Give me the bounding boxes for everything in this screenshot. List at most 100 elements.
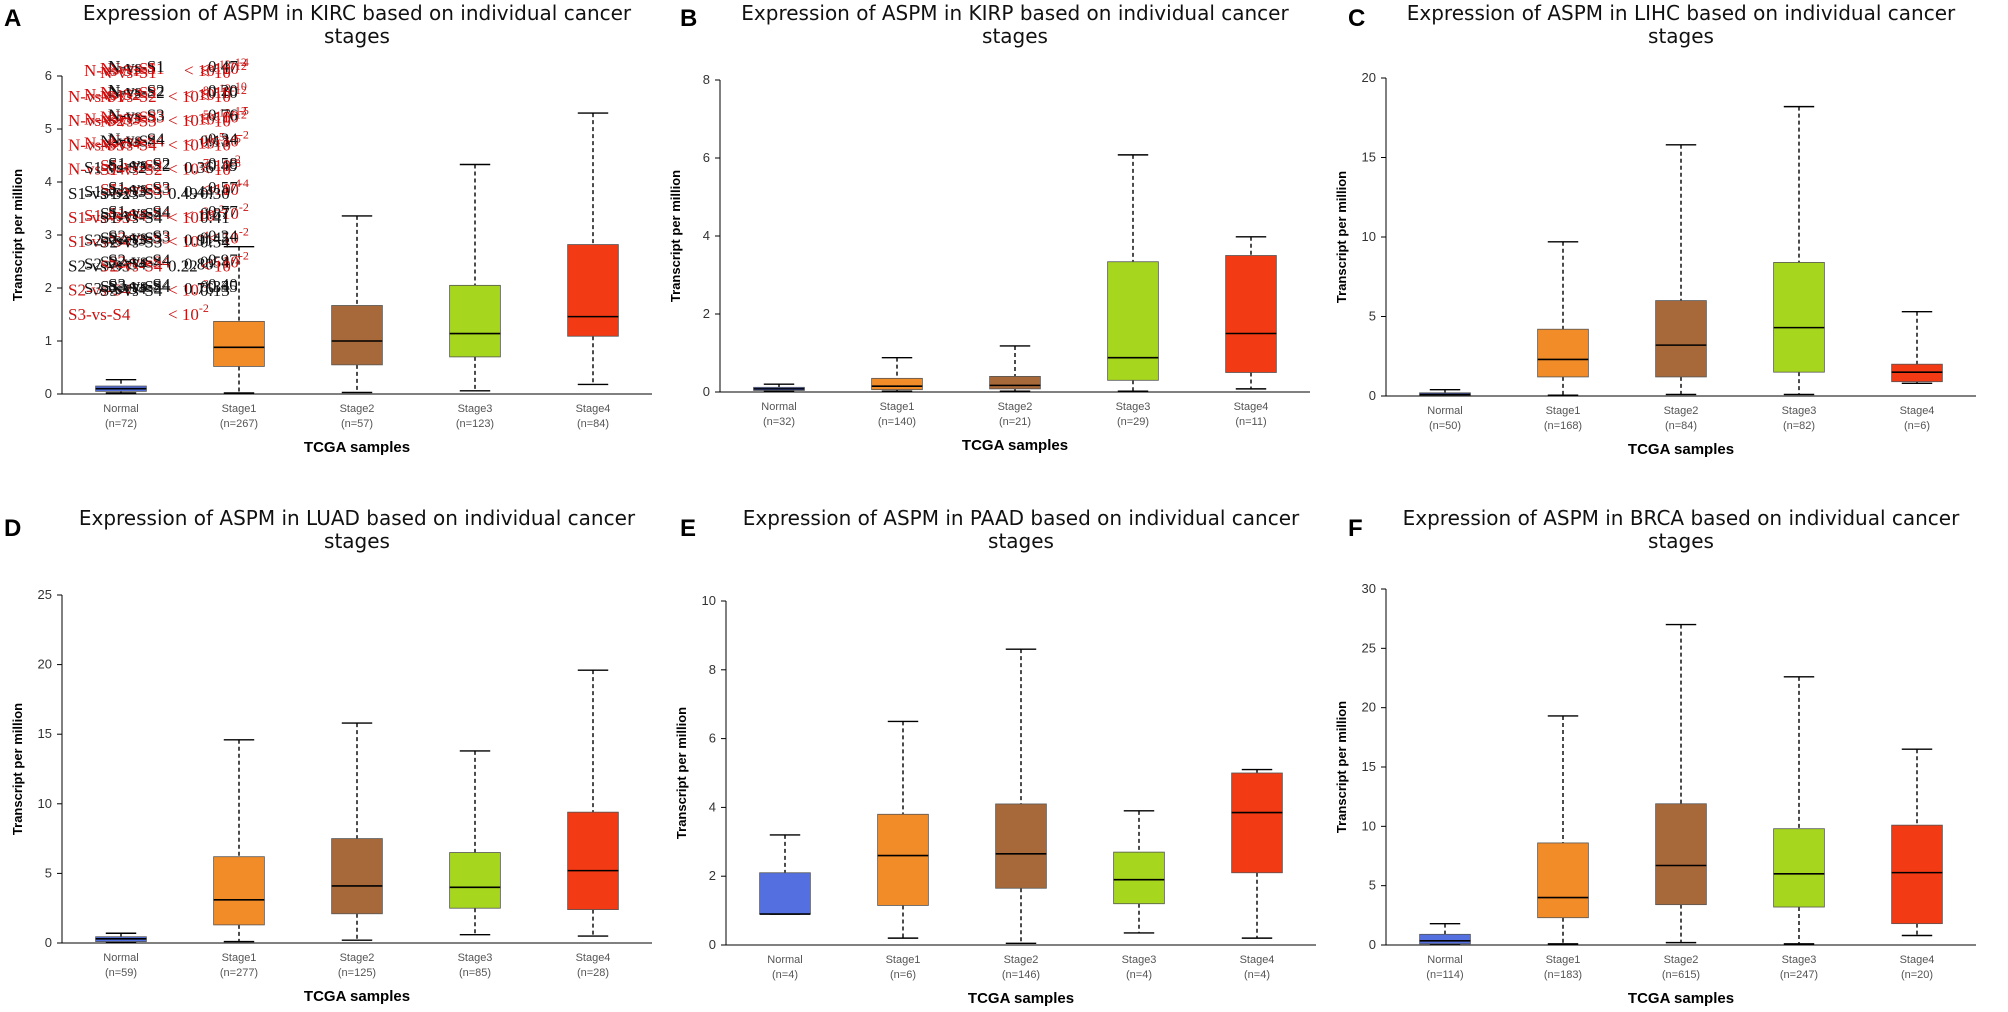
y-tick-label: 15 <box>1362 759 1376 774</box>
box-normal <box>759 834 811 915</box>
pvalue-value: < 10-2 <box>208 200 249 223</box>
y-tick-label: 25 <box>38 587 52 602</box>
box-stage1 <box>1537 715 1589 945</box>
y-tick-label: 2 <box>703 306 710 321</box>
y-tick-label: 2 <box>45 280 52 295</box>
x-category-count: (n=11) <box>1235 416 1266 428</box>
box-body <box>1773 262 1825 373</box>
x-axis-label: TCGA samples <box>1628 990 1734 1007</box>
box-normal <box>95 378 147 394</box>
pvalue-value: 0.87 <box>200 204 230 223</box>
pvalue-label: S2-vs-S3 <box>84 230 146 249</box>
x-category-count: (n=72) <box>105 418 137 430</box>
x-category-count: (n=125) <box>338 967 376 979</box>
x-category-count: (n=267) <box>220 418 258 430</box>
x-category-count: (n=277) <box>220 967 258 979</box>
chart-title-line: stages <box>982 24 1048 48</box>
chart-title-line: stages <box>1648 24 1714 48</box>
panel-letter: B <box>680 5 697 32</box>
x-category-count: (n=20) <box>1901 969 1933 981</box>
y-tick-label: 0 <box>45 386 52 401</box>
pvalue-value: 0.34 <box>208 130 238 149</box>
pvalue-label: N-vs-S4 <box>100 132 157 151</box>
y-tick-label: 5 <box>1369 309 1376 324</box>
panel-letter: C <box>1348 5 1365 32</box>
pvalue-value: 0.54 <box>200 253 230 272</box>
pvalue-label: S1-vs-S4 <box>100 204 163 223</box>
x-category-label: Normal <box>767 954 802 966</box>
box-body <box>449 284 501 358</box>
box-body <box>1891 824 1943 925</box>
pvalue-label: S1-vs-S2 <box>108 156 170 175</box>
chart-title-line: Expression of ASPM in LUAD based on indi… <box>79 506 636 530</box>
pvalue-value: < 10-2 <box>168 301 209 324</box>
box-stage2 <box>1655 623 1707 944</box>
x-category-count: (n=21) <box>999 416 1031 428</box>
pvalue-label: S1-vs-S3 <box>108 180 170 199</box>
y-tick-label: 6 <box>709 731 716 746</box>
pvalue-label: N-vs-S4 <box>108 130 165 149</box>
x-axis-label: TCGA samples <box>1628 441 1734 458</box>
y-tick-label: 2 <box>709 868 716 883</box>
pvalue-value: < 10-5 <box>200 132 241 155</box>
box-body <box>1419 933 1471 945</box>
x-category-count: (n=140) <box>878 416 916 428</box>
pvalue-value: 0.24 <box>208 226 238 245</box>
box-body <box>1225 255 1277 373</box>
pvalue-label: S2-vs-S4 <box>108 251 171 270</box>
pvalue-exponent: -12 <box>231 103 247 117</box>
x-category-count: (n=84) <box>1665 420 1697 432</box>
box-stage1 <box>213 739 265 943</box>
x-category-count: (n=84) <box>577 418 609 430</box>
x-category-label: Normal <box>103 403 138 415</box>
box-body <box>877 813 929 906</box>
pvalue-exponent: -11 <box>199 131 215 145</box>
y-tick-label: 15 <box>1362 150 1376 165</box>
pvalue-label: N-vs-S1 <box>108 57 165 76</box>
box-body <box>989 375 1041 390</box>
pvalue-label: S3-vs-S4 <box>108 275 171 294</box>
y-tick-label: 8 <box>703 72 710 87</box>
pvalue-value: 0.40 <box>208 275 238 294</box>
panel-letter: E <box>680 515 696 542</box>
pvalue-value: 0.36 <box>184 158 214 177</box>
box-stage3 <box>449 163 501 392</box>
y-tick-label: 6 <box>703 150 710 165</box>
x-category-count: (n=32) <box>763 416 795 428</box>
x-category-label: Stage2 <box>1004 954 1039 966</box>
pvalue-label: S1-vs-S3 <box>108 178 170 197</box>
pvalue-value: 0.13 <box>200 132 230 151</box>
pvalue-value: < 10-8 <box>168 83 209 106</box>
pvalue-exponent: -2 <box>215 202 225 216</box>
pvalue-label: N-vs-S3 <box>68 135 125 154</box>
x-category-label: Stage2 <box>1664 405 1699 417</box>
pvalue-label: N-vs-S4 <box>100 136 157 155</box>
box-stage4 <box>1231 768 1283 939</box>
y-axis-label: Transcript per million <box>10 703 25 835</box>
pvalue-label: S1-vs-S4 <box>84 206 147 225</box>
pvalue-label: N-vs-S3 <box>84 109 141 128</box>
x-category-count: (n=4) <box>772 969 798 981</box>
x-category-label: Normal <box>1427 954 1462 966</box>
box-normal <box>1419 922 1471 946</box>
pvalue-value: 0.80 <box>184 255 214 274</box>
pvalue-value: < 10-5 <box>168 107 209 130</box>
x-axis-label: TCGA samples <box>968 990 1074 1007</box>
x-category-count: (n=183) <box>1544 969 1582 981</box>
pvalue-label: S1-vs-S2 <box>100 160 162 179</box>
chart-title-line: stages <box>324 529 390 553</box>
box-stage2 <box>331 722 383 941</box>
x-category-label: Normal <box>103 952 138 964</box>
y-tick-label: 3 <box>45 227 52 242</box>
chart-panel-a: A Expression of ASPM in KIRC based on ind… <box>4 1 652 456</box>
pvalue-label: N-vs-S1 <box>84 61 141 80</box>
pvalue-label: S2-vs-S4 <box>100 253 163 272</box>
chart-panel-c: C Expression of ASPM in LIHC based on ind… <box>100 1 1976 458</box>
pvalue-label: S2-vs-S4 <box>108 253 171 272</box>
y-tick-label: 0 <box>45 935 52 950</box>
pvalue-exponent: -3 <box>199 204 209 218</box>
y-tick-label: 10 <box>38 796 52 811</box>
pvalue-value: < 10-3 <box>168 277 209 300</box>
pvalue-value: 0.91 <box>184 230 214 249</box>
chart-title-line: Expression of ASPM in BRCA based on indi… <box>1403 506 1960 530</box>
